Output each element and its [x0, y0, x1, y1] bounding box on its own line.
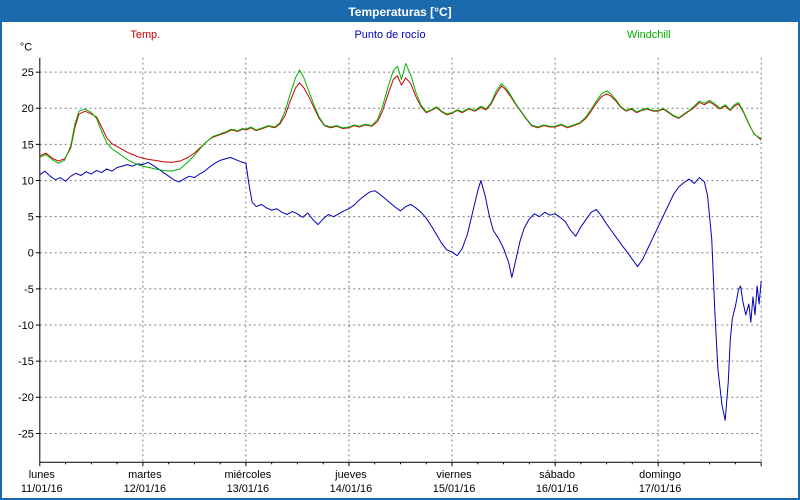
y-tick-label: -5 — [24, 284, 34, 296]
window-title: Temperaturas [°C] — [348, 5, 452, 19]
x-day-label: jueves — [334, 469, 367, 481]
x-date-label: 17/01/16 — [639, 483, 682, 495]
y-tick-label: 0 — [28, 248, 34, 260]
y-tick-label: -20 — [18, 392, 34, 404]
windchill-line — [39, 62, 762, 172]
series-lines — [39, 62, 762, 421]
axes — [35, 57, 762, 467]
y-tick-label: 25 — [22, 67, 34, 79]
y-tick-label: 5 — [28, 212, 34, 224]
y-unit-label: °C — [20, 42, 32, 54]
y-tick-label: -25 — [18, 428, 34, 440]
x-date-label: 16/01/16 — [536, 483, 579, 495]
x-date-label: 15/01/16 — [433, 483, 476, 495]
x-day-label: viernes — [436, 469, 472, 481]
x-date-label: 11/01/16 — [21, 483, 63, 495]
y-tick-label: 10 — [22, 176, 34, 188]
y-tick-label: 20 — [22, 103, 34, 115]
y-tick-label: 15 — [22, 139, 34, 151]
x-day-label: martes — [128, 469, 162, 481]
x-day-label: sábado — [539, 469, 575, 481]
x-day-label: lunes — [29, 469, 56, 481]
dew-point-line — [39, 156, 762, 421]
x-date-label: 14/01/16 — [330, 483, 373, 495]
title-bar: Temperaturas [°C] — [2, 2, 798, 22]
x-day-label: domingo — [639, 469, 681, 481]
axis-labels: -25 -20 -15 -10 -5 0 5 10 15 20 25 lunes 11/01/16 mar… — [18, 67, 681, 495]
y-tick-label: -10 — [18, 320, 34, 332]
x-date-label: 12/01/16 — [124, 483, 167, 495]
x-day-label: miércoles — [224, 469, 271, 481]
legend-dew-point-label: Punto de rocío — [355, 29, 426, 41]
grid-lines — [39, 57, 762, 463]
x-date-label: 13/01/16 — [227, 483, 270, 495]
temp-line — [39, 75, 762, 163]
legend-windchill-label: Windchill — [627, 29, 671, 41]
legend-temp-label: Temp. — [130, 29, 160, 41]
temperature-chart: °C Temp. Punto de rocío Windchill -25 -20… — [18, 29, 762, 495]
y-tick-label: -15 — [18, 356, 34, 368]
